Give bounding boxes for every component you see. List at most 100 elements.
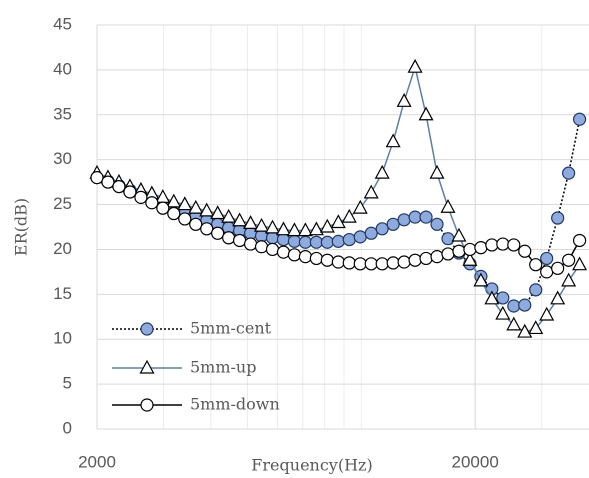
marker bbox=[397, 213, 411, 227]
marker bbox=[221, 208, 237, 223]
marker bbox=[243, 215, 259, 230]
marker bbox=[572, 112, 587, 126]
marker bbox=[308, 221, 324, 236]
marker bbox=[418, 106, 434, 121]
marker bbox=[287, 234, 302, 248]
marker bbox=[210, 205, 226, 220]
series-line bbox=[96, 64, 581, 333]
marker bbox=[254, 240, 269, 254]
marker bbox=[506, 316, 522, 331]
y-tick-label: 40 bbox=[53, 59, 72, 78]
marker bbox=[341, 208, 357, 223]
marker bbox=[309, 251, 323, 266]
y-tick-label: 25 bbox=[53, 194, 72, 213]
marker bbox=[90, 171, 104, 185]
marker bbox=[265, 231, 280, 245]
marker bbox=[178, 212, 192, 226]
marker bbox=[364, 257, 378, 271]
marker bbox=[298, 235, 313, 249]
marker bbox=[232, 212, 248, 227]
marker bbox=[177, 196, 193, 211]
marker bbox=[139, 359, 155, 374]
marker bbox=[386, 256, 400, 270]
marker bbox=[211, 226, 225, 240]
marker bbox=[200, 222, 214, 236]
marker bbox=[265, 242, 280, 257]
marker bbox=[396, 93, 412, 107]
marker bbox=[330, 214, 346, 229]
marker bbox=[408, 210, 422, 224]
y-tick-label: 30 bbox=[53, 149, 72, 168]
marker bbox=[199, 202, 215, 217]
marker bbox=[123, 185, 137, 199]
x-tick-label: 2000 bbox=[78, 452, 116, 471]
marker bbox=[364, 226, 378, 240]
marker bbox=[297, 222, 313, 237]
x-axis-label: Frequency(Hz) bbox=[251, 456, 372, 475]
marker bbox=[156, 201, 170, 215]
marker bbox=[188, 199, 204, 214]
marker bbox=[495, 305, 511, 320]
marker bbox=[496, 237, 510, 251]
marker bbox=[287, 248, 302, 262]
y-tick-label: 20 bbox=[53, 239, 72, 258]
marker bbox=[507, 238, 521, 252]
marker bbox=[374, 164, 390, 179]
marker bbox=[353, 230, 367, 244]
marker bbox=[462, 251, 478, 266]
marker bbox=[440, 198, 456, 213]
marker bbox=[561, 272, 577, 287]
marker bbox=[429, 164, 445, 179]
legend-label: 5mm-cent bbox=[190, 319, 272, 338]
marker bbox=[562, 253, 576, 267]
marker bbox=[485, 238, 499, 252]
marker bbox=[331, 234, 345, 248]
marker bbox=[352, 199, 368, 214]
marker bbox=[134, 190, 148, 204]
y-tick-label: 0 bbox=[63, 418, 72, 437]
marker bbox=[397, 255, 411, 269]
marker bbox=[233, 233, 247, 248]
legend-label: 5mm-down bbox=[190, 395, 280, 414]
y-tick-label: 35 bbox=[53, 104, 72, 123]
y-tick-label: 15 bbox=[53, 284, 72, 303]
marker bbox=[507, 299, 521, 313]
marker bbox=[353, 257, 367, 271]
marker bbox=[298, 250, 313, 264]
marker bbox=[484, 290, 500, 305]
marker bbox=[254, 217, 270, 232]
marker bbox=[517, 323, 533, 338]
marker bbox=[419, 251, 433, 266]
marker bbox=[166, 193, 182, 208]
marker bbox=[430, 250, 444, 264]
marker bbox=[309, 235, 323, 249]
marker bbox=[342, 256, 356, 270]
marker bbox=[385, 133, 401, 148]
marker bbox=[167, 206, 181, 221]
marker bbox=[496, 291, 510, 305]
marker bbox=[375, 257, 389, 271]
marker bbox=[463, 242, 477, 257]
marker bbox=[243, 237, 258, 251]
y-tick-label: 10 bbox=[53, 329, 72, 348]
marker bbox=[529, 258, 543, 272]
marker bbox=[286, 222, 302, 237]
marker bbox=[112, 180, 126, 194]
marker bbox=[540, 265, 554, 279]
marker bbox=[528, 320, 544, 335]
marker bbox=[562, 166, 576, 180]
marker bbox=[407, 58, 423, 73]
legend-label: 5mm-up bbox=[190, 358, 256, 377]
x-tick-label: 20000 bbox=[452, 452, 499, 471]
marker bbox=[331, 255, 345, 269]
marker bbox=[473, 272, 489, 287]
marker bbox=[145, 196, 159, 210]
marker bbox=[430, 217, 444, 231]
marker bbox=[363, 184, 379, 199]
marker bbox=[342, 232, 356, 247]
marker bbox=[452, 244, 466, 258]
marker bbox=[518, 244, 532, 258]
marker bbox=[140, 322, 154, 336]
marker bbox=[539, 306, 555, 321]
marker bbox=[222, 231, 236, 245]
